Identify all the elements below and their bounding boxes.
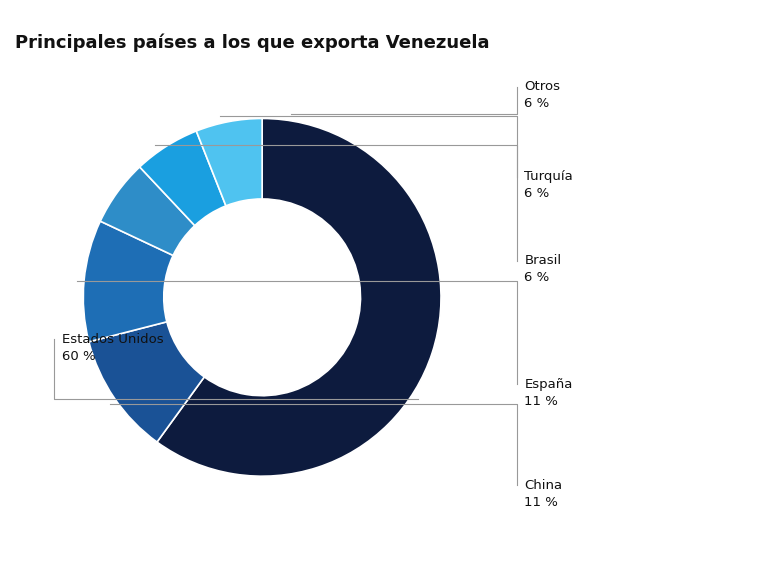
Text: Brasil
6 %: Brasil 6 %: [524, 254, 561, 284]
Wedge shape: [140, 131, 226, 226]
Text: Otros
6 %: Otros 6 %: [524, 80, 561, 111]
Text: China
11 %: China 11 %: [524, 479, 562, 509]
Wedge shape: [89, 322, 204, 442]
Text: Turquía
6 %: Turquía 6 %: [524, 170, 573, 200]
Wedge shape: [157, 118, 441, 476]
Wedge shape: [197, 118, 262, 206]
Wedge shape: [100, 167, 195, 255]
Text: Estados Unidos
60 %: Estados Unidos 60 %: [62, 333, 163, 363]
Text: Principales países a los que exporta Venezuela: Principales países a los que exporta Ven…: [15, 34, 490, 52]
Text: España
11 %: España 11 %: [524, 378, 573, 408]
Wedge shape: [83, 221, 173, 342]
